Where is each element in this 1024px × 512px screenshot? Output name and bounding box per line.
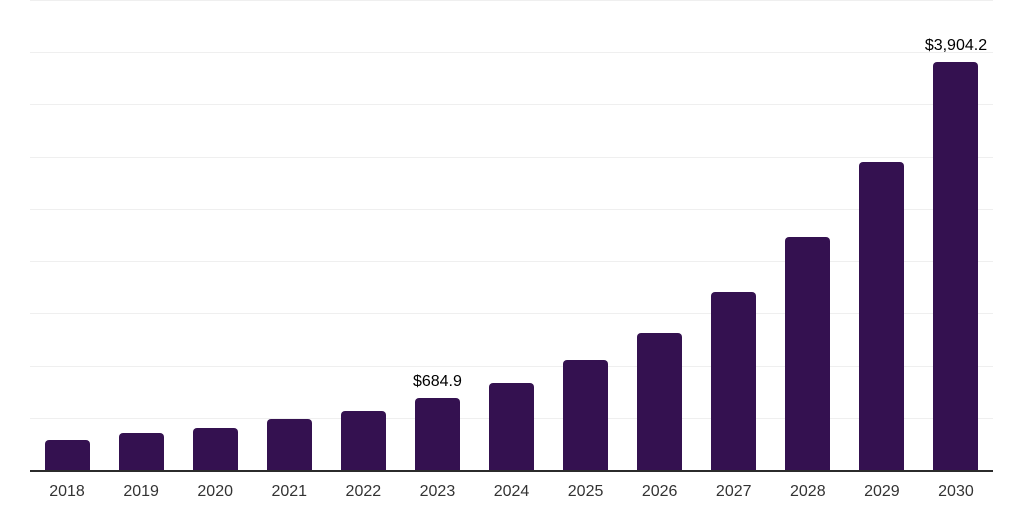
x-axis-line [30, 470, 993, 472]
x-tick-2024: 2024 [493, 483, 530, 500]
x-tick-2028: 2028 [790, 483, 826, 500]
gridline [30, 261, 993, 263]
gridline [30, 52, 993, 54]
bar-2023[interactable] [414, 398, 460, 470]
gridline [30, 0, 993, 1]
bar-2028[interactable] [785, 236, 831, 470]
bar-2030[interactable] [933, 62, 979, 470]
bar-2027[interactable] [711, 291, 757, 470]
bar-2024[interactable] [489, 382, 534, 470]
bar-2020[interactable] [192, 427, 238, 470]
plot-area: $684.9 $3,904.2 [30, 0, 993, 472]
bar-2018[interactable] [44, 439, 90, 470]
data-label-2030: $3,904.2 [924, 37, 988, 55]
data-label-2023: $684.9 [412, 373, 462, 391]
gridline [30, 104, 993, 106]
x-tick-2027: 2027 [715, 483, 752, 500]
x-tick-2030: 2030 [938, 483, 974, 500]
x-tick-2022: 2022 [345, 483, 382, 500]
gridline [30, 313, 993, 315]
gridline [30, 156, 993, 158]
x-tick-2029: 2029 [864, 483, 900, 500]
bar-2019[interactable] [118, 433, 164, 470]
bar-2029[interactable] [859, 161, 905, 470]
x-tick-2025: 2025 [567, 483, 604, 500]
x-tick-2018: 2018 [49, 483, 85, 500]
bar-2026[interactable] [637, 332, 683, 470]
bar-2021[interactable] [266, 419, 312, 470]
gridline [30, 208, 993, 210]
gridline [30, 365, 993, 367]
x-tick-2021: 2021 [271, 483, 308, 500]
x-tick-2023: 2023 [419, 483, 456, 500]
x-tick-2026: 2026 [641, 483, 678, 500]
x-tick-2019: 2019 [123, 483, 159, 500]
bar-2022[interactable] [340, 411, 386, 470]
x-tick-2020: 2020 [197, 483, 233, 500]
bar-2025[interactable] [563, 359, 609, 470]
